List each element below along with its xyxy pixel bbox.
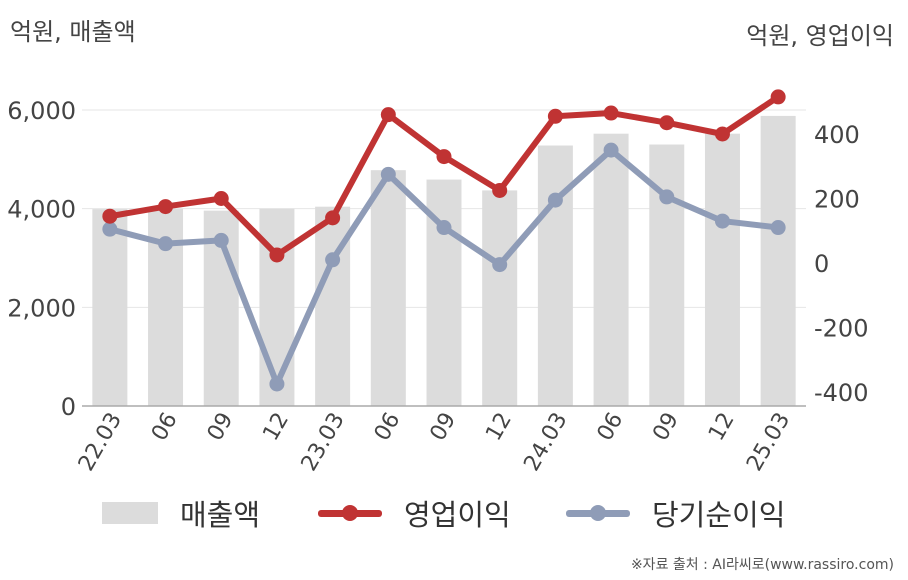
bar-sales: [704, 133, 740, 406]
data-source-note: ※자료 출처 : AI라씨로(www.rassiro.com): [630, 557, 894, 573]
right-axis-tick-label: -200: [814, 315, 868, 343]
point-operating-profit: [269, 247, 285, 263]
point-net-income: [770, 220, 786, 236]
combo-chart: 0 2,000 4,000 6,000 -400 -200 0 200 400 22.03 06 09…: [7, 89, 868, 476]
bar-sales: [593, 133, 629, 406]
point-operating-profit: [436, 149, 452, 165]
right-axis-tick-label: 400: [814, 121, 860, 149]
bar-sales: [760, 115, 796, 407]
x-axis-tick-label: 09: [203, 409, 239, 446]
x-axis-tick-label: 12: [481, 409, 517, 446]
point-operating-profit: [492, 182, 508, 198]
left-axis-tick-label: 6,000: [7, 97, 76, 125]
legend-item-net-income: 당기순이익: [566, 490, 785, 536]
bar-sales: [537, 145, 573, 406]
point-net-income: [492, 257, 508, 273]
point-net-income: [158, 236, 174, 252]
x-axis-tick-label: 06: [370, 409, 406, 446]
x-axis-tick-label: 06: [593, 409, 629, 446]
point-net-income: [380, 166, 396, 182]
x-axis-tick-label: 12: [704, 409, 740, 446]
left-axis-unit-label: 억원, 매출액: [10, 18, 136, 46]
legend-swatch-net-income: [566, 502, 630, 524]
point-operating-profit: [213, 191, 229, 206]
legend-item-sales: 매출액: [102, 490, 260, 536]
left-axis-tick-label: 2,000: [7, 294, 76, 322]
point-net-income: [269, 376, 285, 392]
legend-swatch-operating-profit: [318, 502, 382, 524]
point-operating-profit: [102, 208, 118, 224]
point-net-income: [102, 221, 118, 237]
right-axis-unit-label: 억원, 영업이익: [746, 22, 894, 50]
right-axis-tick-label: -400: [814, 379, 868, 407]
bar-sales: [92, 209, 128, 406]
point-net-income: [436, 220, 452, 236]
point-net-income: [603, 142, 619, 158]
x-axis-tick-label: 25.03: [742, 409, 795, 476]
point-net-income: [325, 252, 341, 268]
legend-item-operating-profit: 영업이익: [318, 490, 511, 536]
x-axis-tick-label: 23.03: [297, 409, 350, 476]
point-operating-profit: [325, 210, 341, 226]
point-operating-profit: [659, 115, 675, 131]
bar-sales: [482, 190, 518, 406]
point-net-income: [213, 232, 229, 248]
point-net-income: [659, 189, 675, 205]
point-net-income: [714, 213, 730, 229]
point-operating-profit: [770, 89, 786, 105]
right-axis-tick-label: 200: [814, 186, 860, 214]
x-axis-tick-label: 09: [648, 409, 684, 446]
legend-swatch-sales: [102, 502, 158, 524]
left-axis-tick-label: 4,000: [7, 196, 76, 224]
point-net-income: [547, 192, 563, 208]
x-axis-tick-label: 12: [258, 409, 294, 446]
point-operating-profit: [380, 107, 396, 123]
chart-legend: 매출액 영업이익 당기순이익: [0, 490, 908, 540]
right-axis-tick-label: 0: [814, 250, 829, 278]
legend-label-net-income: 당기순이익: [652, 498, 786, 532]
legend-label-operating-profit: 영업이익: [404, 498, 511, 532]
x-axis-tick-label: 09: [426, 409, 462, 446]
point-operating-profit: [714, 126, 730, 142]
x-axis-tick-label: 06: [147, 409, 183, 446]
left-axis-tick-label: 0: [61, 393, 76, 421]
point-operating-profit: [603, 105, 619, 121]
legend-label-sales: 매출액: [180, 498, 261, 532]
x-axis-tick-label: 22.03: [74, 409, 127, 476]
point-operating-profit: [158, 199, 174, 215]
point-operating-profit: [547, 108, 563, 124]
x-axis-tick-label: 24.03: [519, 409, 572, 476]
bar-sales: [370, 170, 406, 406]
